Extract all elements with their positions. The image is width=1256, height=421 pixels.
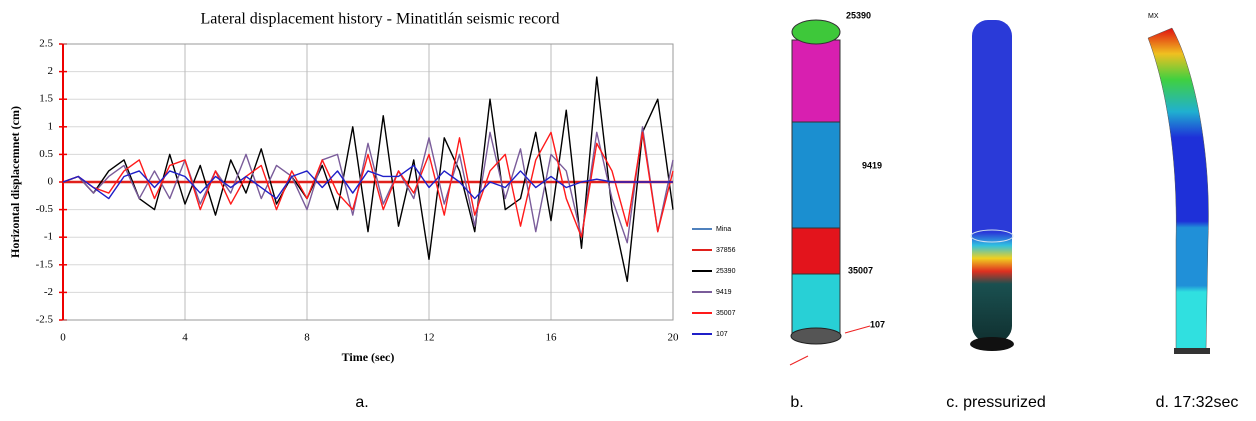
y-tick-label: -2 [44,286,53,298]
y-tick-label: 1.5 [39,93,53,105]
legend-label: 37856 [716,247,736,254]
node-label: 25390 [846,10,871,20]
x-tick-label: 8 [304,332,310,344]
legend-label: 107 [716,331,728,338]
y-tick-label: 0 [48,176,54,188]
model-b [790,20,870,365]
x-tick-label: 12 [424,332,435,344]
y-tick-label: -1 [44,231,53,243]
caption: d. 17:32sec [1156,394,1239,411]
y-tick-label: 1 [48,120,54,132]
series-line [63,132,673,237]
legend-label: Mina [716,226,731,233]
x-tick-label: 16 [546,332,558,344]
x-tick-label: 4 [182,332,188,344]
x-tick-label: 20 [668,332,680,344]
model-c [970,20,1014,351]
model-d [1148,28,1210,354]
y-tick-label: -1.5 [36,258,54,270]
figure: Lateral displacement history - Minatitlá… [0,0,1256,421]
y-tick-label: -0.5 [36,203,54,215]
node-label: 35007 [848,265,873,275]
y-tick-label: 2.5 [39,38,53,50]
series-line [63,77,673,281]
chart-title: Lateral displacement history - Minatitlá… [201,11,560,28]
legend-label: 25390 [716,268,736,275]
y-axis-label: Horizontal displacemnet (cm) [8,106,22,258]
y-tick-label: 0.5 [39,148,53,160]
max-label: MX [1148,13,1159,20]
caption: b. [790,394,803,411]
node-label: 107 [870,319,885,329]
node-label: 9419 [862,160,882,170]
legend-label: 9419 [716,289,732,296]
legend-label: 35007 [716,310,736,317]
caption: c. pressurized [946,394,1046,411]
caption: a. [355,394,368,411]
y-tick-label: 2 [48,65,54,77]
series-line [63,127,673,243]
x-tick-label: 0 [60,332,66,344]
y-tick-label: -2.5 [36,314,54,326]
x-axis-label: Time (sec) [342,350,395,364]
